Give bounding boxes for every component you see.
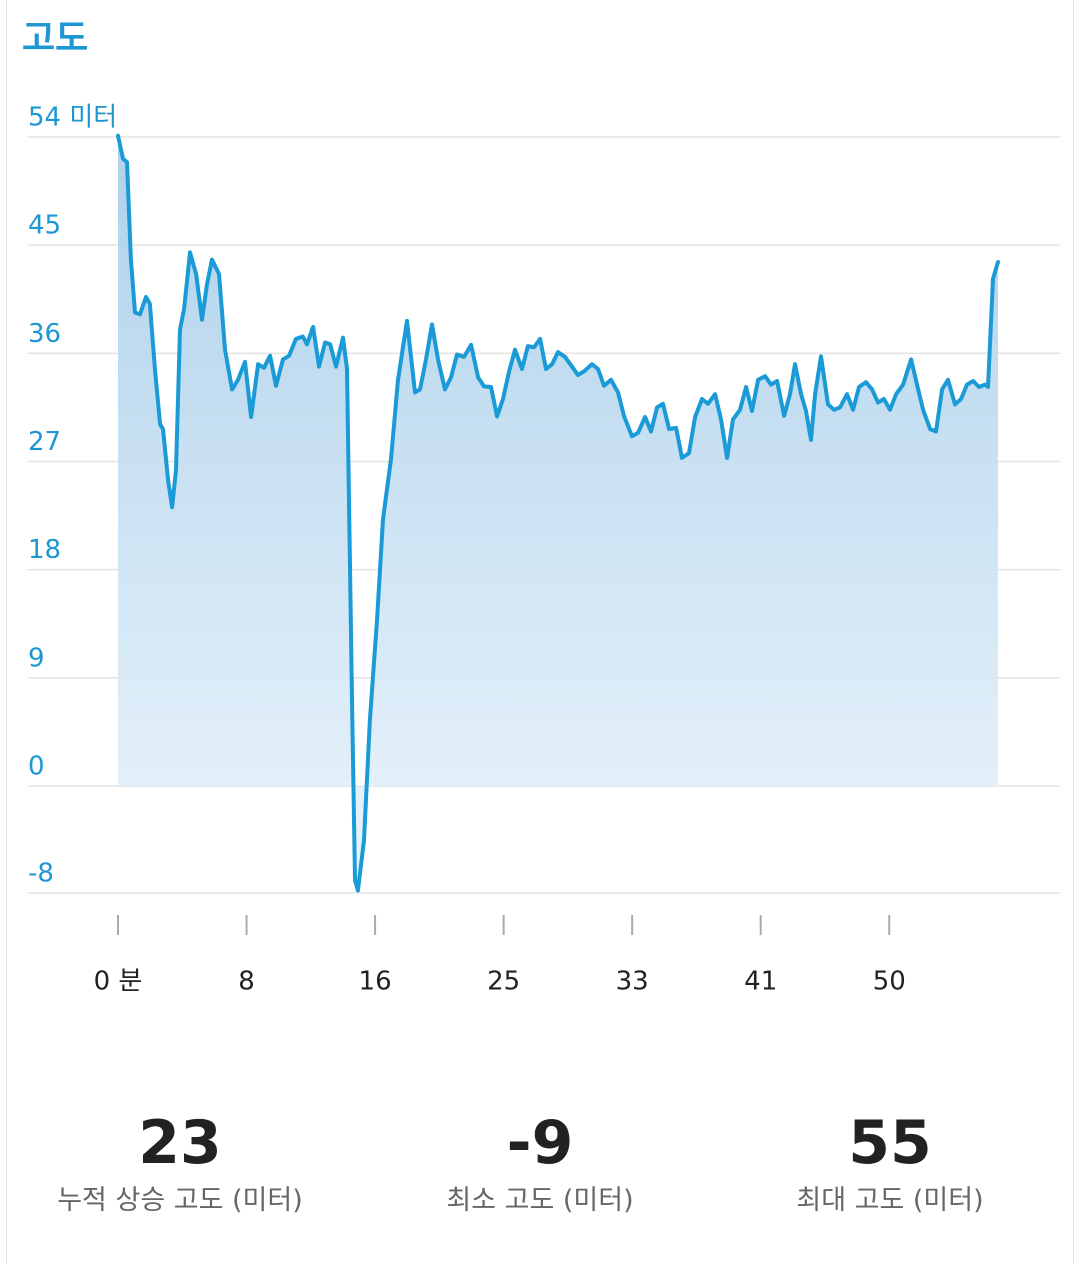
stat-label: 누적 상승 고도 (미터) (57, 1185, 303, 1216)
y-tick-label: 36 (28, 319, 61, 349)
y-tick-label: 18 (28, 535, 61, 565)
stat: -9 최소 고도 (미터) (360, 1105, 720, 1221)
line (116, 133, 1000, 893)
x-tick-label: 0 분 (94, 967, 143, 997)
card (6, 0, 1074, 1264)
stat-value: 55 (848, 1108, 932, 1178)
x-tick-label: 41 (744, 967, 777, 997)
stats: 23 누적 상승 고도 (미터) -9 최소 고도 (미터) 55 최대 고도 … (0, 1105, 1080, 1245)
y-tick-label: 27 (28, 427, 61, 457)
y-tick-label: 45 (28, 211, 61, 241)
stat: 23 누적 상승 고도 (미터) (0, 1105, 360, 1221)
stat: 55 최대 고도 (미터) (710, 1105, 1070, 1221)
x-tick-label: 16 (359, 967, 392, 997)
y-tick-label: 9 (28, 643, 45, 673)
x-tick-label: 25 (487, 967, 520, 997)
x-tick-label: 33 (616, 967, 649, 997)
x-tick-label: 8 (238, 967, 255, 997)
stat-value: 23 (138, 1108, 222, 1178)
y-tick-label: 0 (28, 752, 45, 782)
chart: 고도 54 미터 45 36 27 18 9 0 -8 0 분 8 16 25 33 41 50 (22, 18, 1060, 997)
chart-title: 고도 (22, 18, 88, 59)
y-tick-label: 54 미터 (28, 103, 117, 133)
x-tick-label: 50 (873, 967, 906, 997)
stat-label: 최소 고도 (미터) (446, 1185, 634, 1216)
y-tick-label: -8 (28, 859, 54, 889)
stat-label: 최대 고도 (미터) (796, 1185, 984, 1216)
area (118, 135, 998, 891)
stat-value: -9 (506, 1108, 574, 1178)
